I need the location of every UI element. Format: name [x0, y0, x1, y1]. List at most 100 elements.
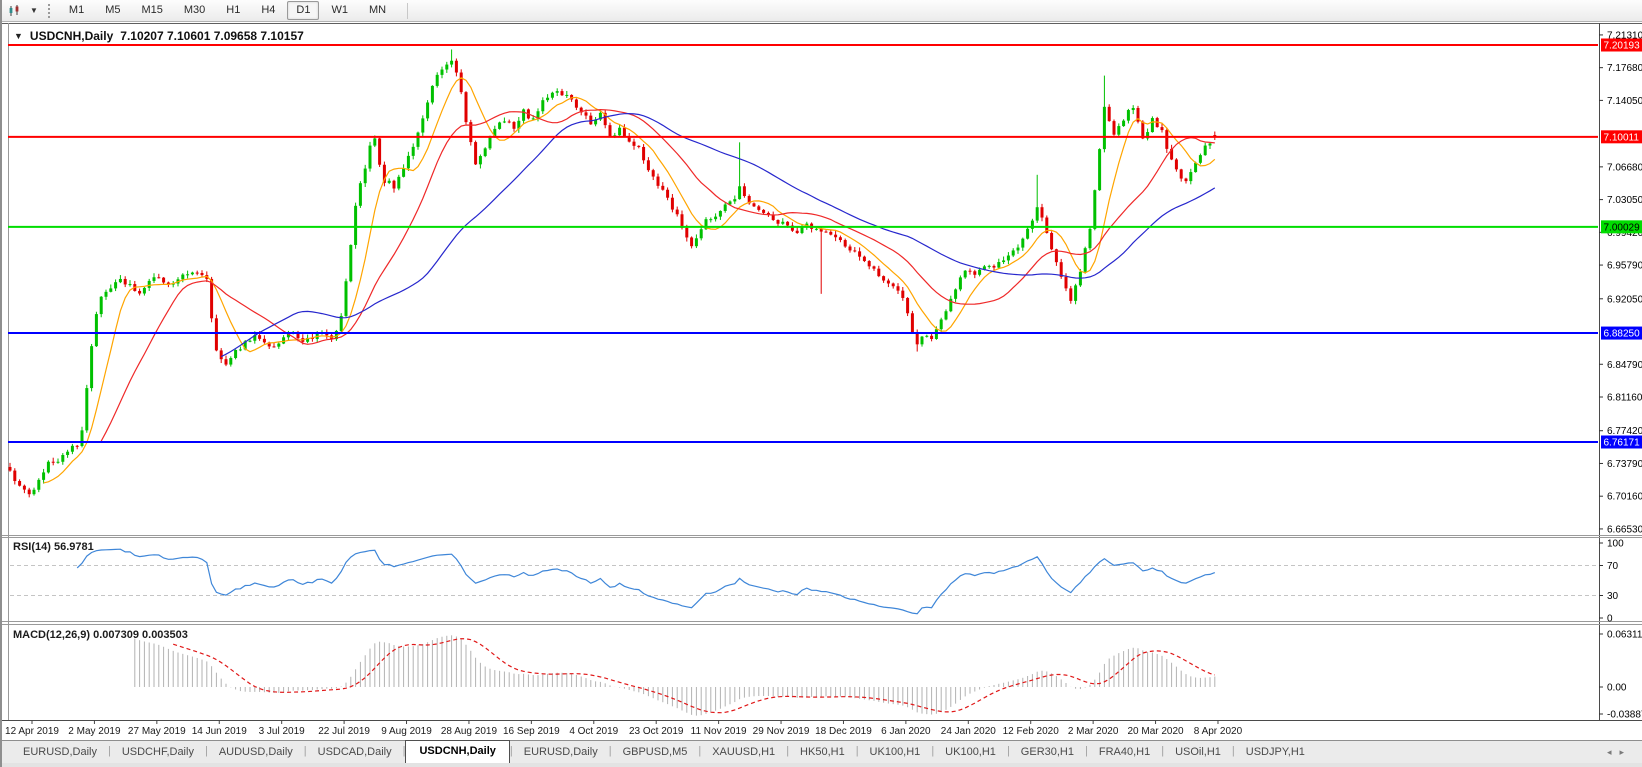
rsi-axis-tick: 100	[1607, 539, 1624, 550]
date-axis-label: 6 Jan 2020	[881, 726, 931, 737]
date-axis-label: 14 Jun 2019	[192, 726, 247, 737]
date-axis-label: 27 May 2019	[128, 726, 186, 737]
tab-separator: |	[786, 745, 790, 757]
date-axis-label: 29 Nov 2019	[753, 726, 810, 737]
ma-fast-orange	[43, 77, 1216, 484]
date-axis-label: 24 Jan 2020	[941, 726, 996, 737]
tab-separator: |	[931, 745, 935, 757]
tab-usdcnh-daily[interactable]: USDCNH,Daily	[405, 740, 510, 763]
tab-audusd-daily[interactable]: AUDUSD,Daily	[218, 746, 293, 758]
date-axis-label: 2 May 2019	[68, 726, 121, 737]
date-axis-label: 3 Jul 2019	[259, 726, 306, 737]
price-marker-box: 7.20193	[1601, 38, 1642, 52]
price-axis-tick: 6.81160	[1607, 392, 1642, 403]
collapse-indicator-icon[interactable]: ▼	[14, 31, 23, 41]
chart-tab-bar: EURUSD,Daily | USDCHF,Daily | AUDUSD,Daily | U…	[2, 740, 1642, 763]
date-axis[interactable]: 12 Apr 2019 2 May 2019 27 May 2019 14 Jun 2…	[5, 720, 1243, 737]
tab-eurusd-daily[interactable]: EURUSD,Daily	[523, 746, 598, 758]
tab-fra40-h1[interactable]: FRA40,H1	[1098, 746, 1151, 758]
price-axis-tick: 6.66530	[1607, 524, 1642, 535]
tab-separator: |	[303, 745, 307, 757]
toolbar-grip[interactable]	[47, 3, 50, 18]
tab-separator: |	[1231, 745, 1235, 757]
timeframe-toolbar: ▼ M1 M5 M15 M30 H1 H4 D1 W1 MN	[2, 0, 1642, 22]
price-axis-tick: 6.92050	[1607, 294, 1642, 305]
timeframe-button-m15[interactable]: M15	[141, 4, 163, 16]
macd-axis-tick: 0.00	[1607, 683, 1627, 694]
tab-separator: |	[855, 745, 859, 757]
price-marker-box: 7.10011	[1601, 130, 1642, 144]
macd-axis-tick: -0.038872	[1607, 710, 1642, 721]
rsi-axis-tick: 30	[1607, 591, 1619, 602]
timeframe-button-w1[interactable]: W1	[331, 4, 348, 16]
tab-ger30-h1[interactable]: GER30,H1	[1020, 746, 1074, 758]
bottom-strip	[2, 763, 1642, 767]
timeframe-button-h1[interactable]: H1	[226, 4, 241, 16]
date-axis-label: 4 Oct 2019	[569, 726, 618, 737]
date-axis-label: 16 Sep 2019	[503, 726, 560, 737]
date-axis-label: 8 Apr 2020	[1194, 726, 1243, 737]
timeframe-button-m1[interactable]: M1	[68, 4, 85, 16]
candlestick-series	[8, 49, 1217, 498]
timeframe-button-d1[interactable]: D1	[287, 1, 320, 20]
timeframe-button-m30[interactable]: M30	[183, 4, 206, 16]
ma-mid-red	[100, 108, 1215, 442]
tab-uk100-h1[interactable]: UK100,H1	[869, 746, 921, 758]
tab-usdjpy-h1[interactable]: USDJPY,H1	[1245, 746, 1305, 758]
price-axis-tick: 7.21310	[1607, 30, 1642, 41]
tab-uk100-h1[interactable]: UK100,H1	[945, 746, 996, 758]
date-axis-label: 28 Aug 2019	[441, 726, 498, 737]
price-marker-value: 7.20193	[1604, 41, 1641, 52]
macd-histogram	[134, 635, 1216, 716]
price-axis-tick: 7.03050	[1607, 195, 1642, 206]
macd-indicator-label: MACD(12,26,9) 0.007309 0.003503	[13, 629, 188, 641]
tab-separator: |	[1161, 745, 1165, 757]
tab-separator: |	[204, 745, 208, 757]
date-axis-label: 23 Oct 2019	[629, 726, 684, 737]
price-marker-value: 7.00029	[1604, 222, 1641, 233]
tab-usdcad-daily[interactable]: USDCAD,Daily	[317, 746, 392, 758]
symbol-period-label: USDCNH,Daily	[29, 29, 114, 43]
tab-separator: |	[509, 745, 513, 757]
timeframe-buttons: M1 M5 M15 M30 H1 H4 D1 W1 MN	[60, 1, 395, 20]
date-axis-label: 2 Mar 2020	[1068, 726, 1119, 737]
price-axis-tick: 6.73790	[1607, 459, 1642, 470]
tab-usoil-h1[interactable]: USOil,H1	[1175, 746, 1221, 758]
tab-separator: |	[1006, 745, 1010, 757]
price-axis[interactable]: 7.213107.176807.140507.066807.030506.994…	[1601, 30, 1642, 721]
timeframe-button-h4[interactable]: H4	[261, 4, 276, 16]
tab-gbpusd-m5[interactable]: GBPUSD,M5	[622, 746, 688, 758]
tab-scroll-arrows[interactable]: ◂▸	[1606, 747, 1632, 757]
date-axis-label: 20 Mar 2020	[1127, 726, 1184, 737]
tab-eurusd-daily[interactable]: EURUSD,Daily	[23, 746, 97, 758]
price-marker-value: 6.76171	[1604, 437, 1641, 448]
timeframe-button-m5[interactable]: M5	[105, 4, 121, 16]
charts-icon-glyph	[9, 4, 19, 16]
tab-usdchf-daily[interactable]: USDCHF,Daily	[121, 746, 194, 758]
rsi-axis-tick: 0	[1607, 614, 1613, 625]
price-level-lines	[8, 44, 1598, 443]
chart-canvas[interactable]: 7.213107.176807.140507.066807.030506.994…	[2, 22, 1642, 740]
tab-separator: |	[402, 745, 406, 757]
tab-hk50-h1[interactable]: HK50,H1	[800, 746, 845, 758]
price-marker-value: 6.88250	[1604, 329, 1641, 340]
date-axis-label: 12 Apr 2019	[5, 726, 59, 737]
tab-xauusd-h1[interactable]: XAUUSD,H1	[712, 746, 776, 758]
panel-borders	[2, 23, 1642, 721]
price-axis-tick: 7.17680	[1607, 63, 1642, 74]
rsi-indicator-label: RSI(14) 56.9781	[13, 541, 94, 553]
date-axis-label: 12 Feb 2020	[1003, 726, 1060, 737]
price-axis-tick: 6.95790	[1607, 261, 1642, 272]
price-axis-tick: 6.84790	[1607, 360, 1642, 371]
toolbar-separator	[407, 2, 409, 19]
price-marker-box: 6.88250	[1601, 326, 1642, 340]
charts-icon[interactable]	[6, 3, 24, 19]
date-axis-label: 11 Nov 2019	[691, 726, 747, 737]
price-axis-tick: 7.14050	[1607, 96, 1642, 107]
timeframe-button-mn[interactable]: MN	[368, 4, 387, 16]
date-axis-label: 18 Dec 2019	[815, 726, 872, 737]
tab-separator: |	[698, 745, 702, 757]
chart-title: ▼ USDCNH,Daily 7.10207 7.10601 7.09658 7…	[14, 29, 304, 43]
chevron-down-icon[interactable]: ▼	[30, 6, 38, 15]
